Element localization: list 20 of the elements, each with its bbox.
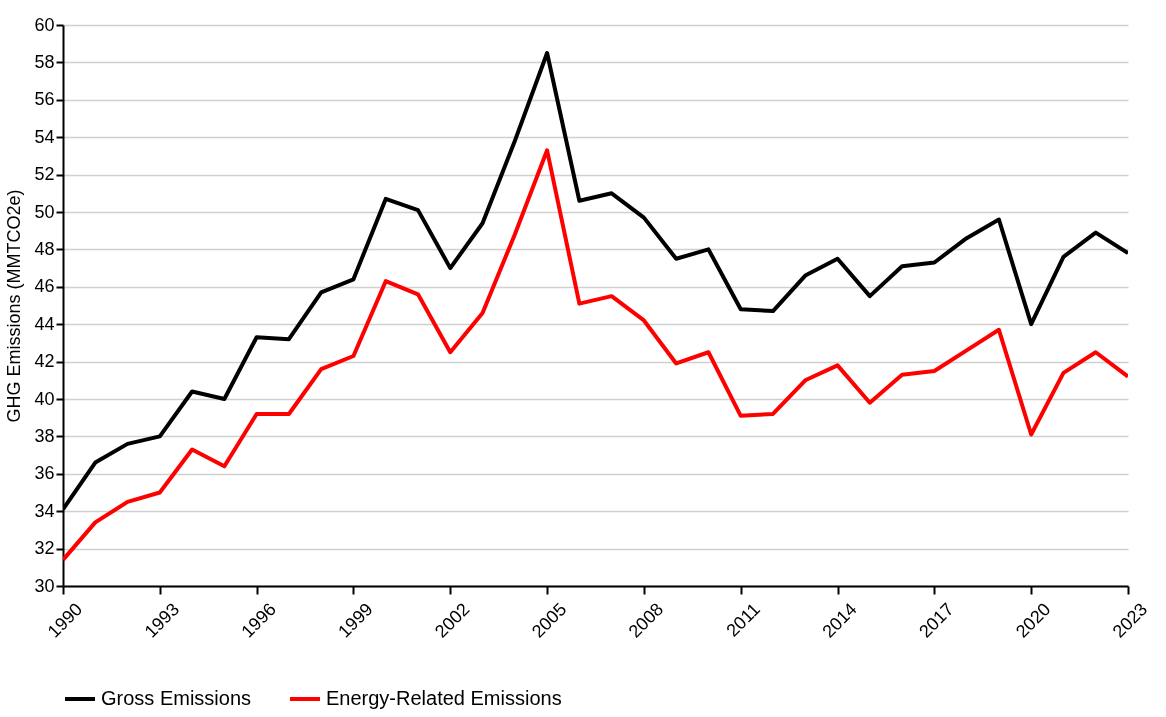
y-axis-title: GHG Emissions (MMTCO2e) [4,189,25,423]
y-tick-label: 44 [34,313,55,334]
legend-label: Energy-Related Emissions [326,687,562,709]
y-tick-label: 60 [34,14,55,35]
y-tick-label: 52 [34,164,55,185]
y-tick-label: 46 [34,276,55,297]
line-series [63,148,1128,562]
y-tick-label: 56 [34,89,55,110]
y-tick-label: 38 [34,425,55,446]
y-tick-label: 48 [34,238,55,259]
y-tick-label: 30 [34,575,55,596]
legend-label: Gross Emissions [101,687,252,709]
y-tick-label: 54 [34,126,55,147]
y-tick-label: 42 [34,351,55,372]
y-tick-label: 40 [34,388,55,409]
y-tick-label: 50 [34,201,55,222]
y-tick-label: 58 [34,51,55,72]
y-tick-label: 34 [34,500,55,521]
y-tick-label: 32 [34,538,55,559]
y-tick-label: 36 [34,463,55,484]
